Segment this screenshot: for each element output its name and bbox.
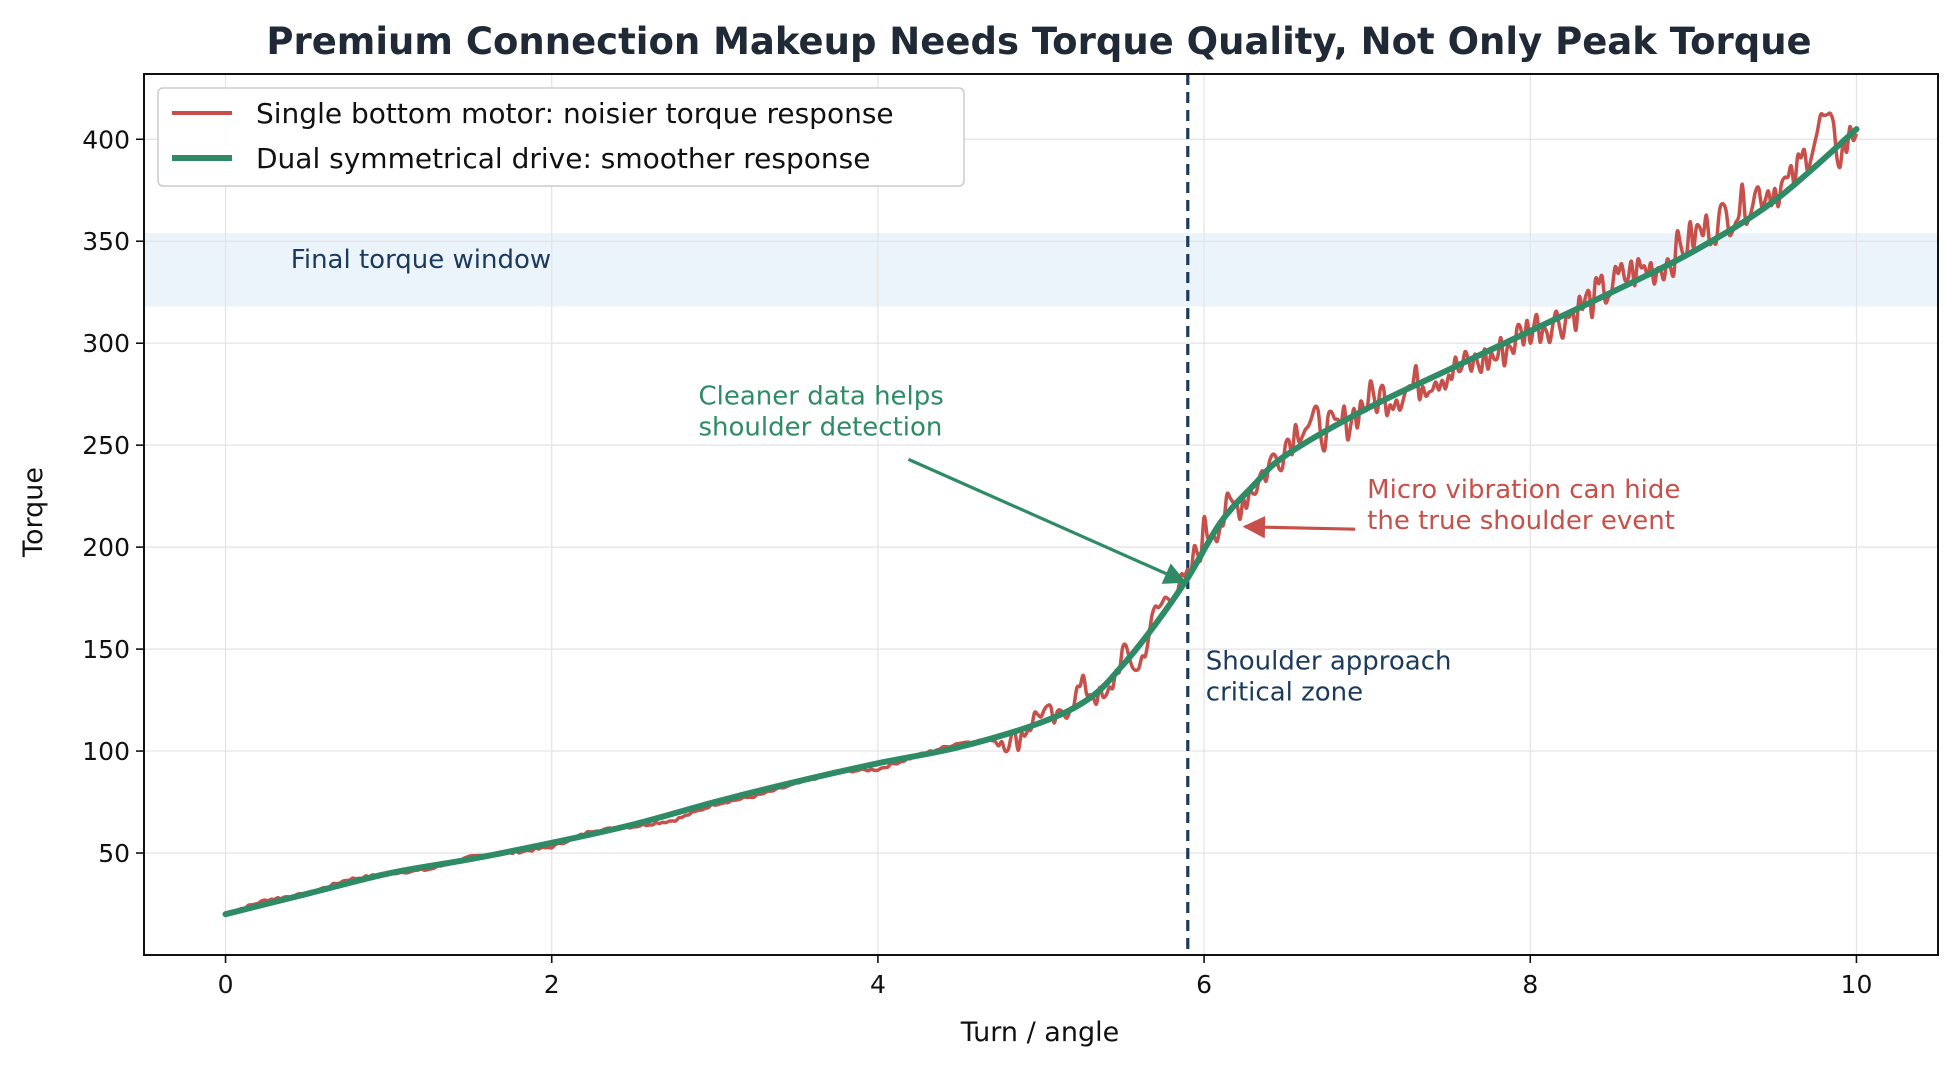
legend-entry-0: Single bottom motor: noisier torque resp… [256, 97, 894, 130]
x-tick-label: 6 [1196, 970, 1212, 999]
grid [144, 74, 1938, 955]
y-tick-label: 350 [82, 227, 130, 256]
plot-frame [143, 73, 1939, 956]
y-tick-label: 250 [82, 431, 130, 460]
band-0 [144, 233, 1938, 307]
x-axis-label: Turn / angle [960, 1017, 1119, 1048]
x-tick-label: 8 [1522, 970, 1538, 999]
ticks: 0 2 4 6 8 10 50 100 150 200 250 300 350 400 [82, 125, 1872, 999]
annotation-arrow-0 [907, 457, 1187, 584]
y-tick-label: 50 [98, 839, 130, 868]
annotations: Cleaner data helps shoulder detection Micr… [699, 381, 1680, 584]
annotation-0: Cleaner data helps shoulder detection [699, 381, 944, 442]
annotation-1: Micro vibration can hide the true shoulde… [1367, 475, 1680, 536]
x-tick-label: 0 [218, 970, 234, 999]
chart-title: Premium Connection Makeup Needs Torque Q… [266, 20, 1811, 63]
annotation-arrow-1 [1242, 515, 1356, 539]
y-tick-label: 300 [82, 329, 130, 358]
y-tick-label: 400 [82, 125, 130, 154]
legend: Single bottom motor: noisier torque resp… [157, 87, 965, 187]
y-tick-label: 200 [82, 533, 130, 562]
legend-box [157, 87, 965, 187]
x-tick-label: 10 [1841, 970, 1873, 999]
y-tick-label: 150 [82, 635, 130, 664]
legend-entry-1: Dual symmetrical drive: smoother respons… [256, 142, 870, 175]
series-dual-symmetrical-drive [222, 126, 1860, 918]
band-label-0: Final torque window [291, 245, 551, 275]
axes [143, 73, 1939, 956]
series-layer [222, 111, 1860, 918]
x-tick-label: 4 [870, 970, 886, 999]
y-axis-label: Torque [18, 467, 49, 558]
vertical-lines: Shoulder approach critical zone [1186, 74, 1452, 955]
x-tick-label: 2 [544, 970, 560, 999]
y-tick-label: 100 [82, 737, 130, 766]
bands: Final torque window [144, 233, 1938, 307]
critical-zone-label: Shoulder approach critical zone [1206, 646, 1452, 707]
